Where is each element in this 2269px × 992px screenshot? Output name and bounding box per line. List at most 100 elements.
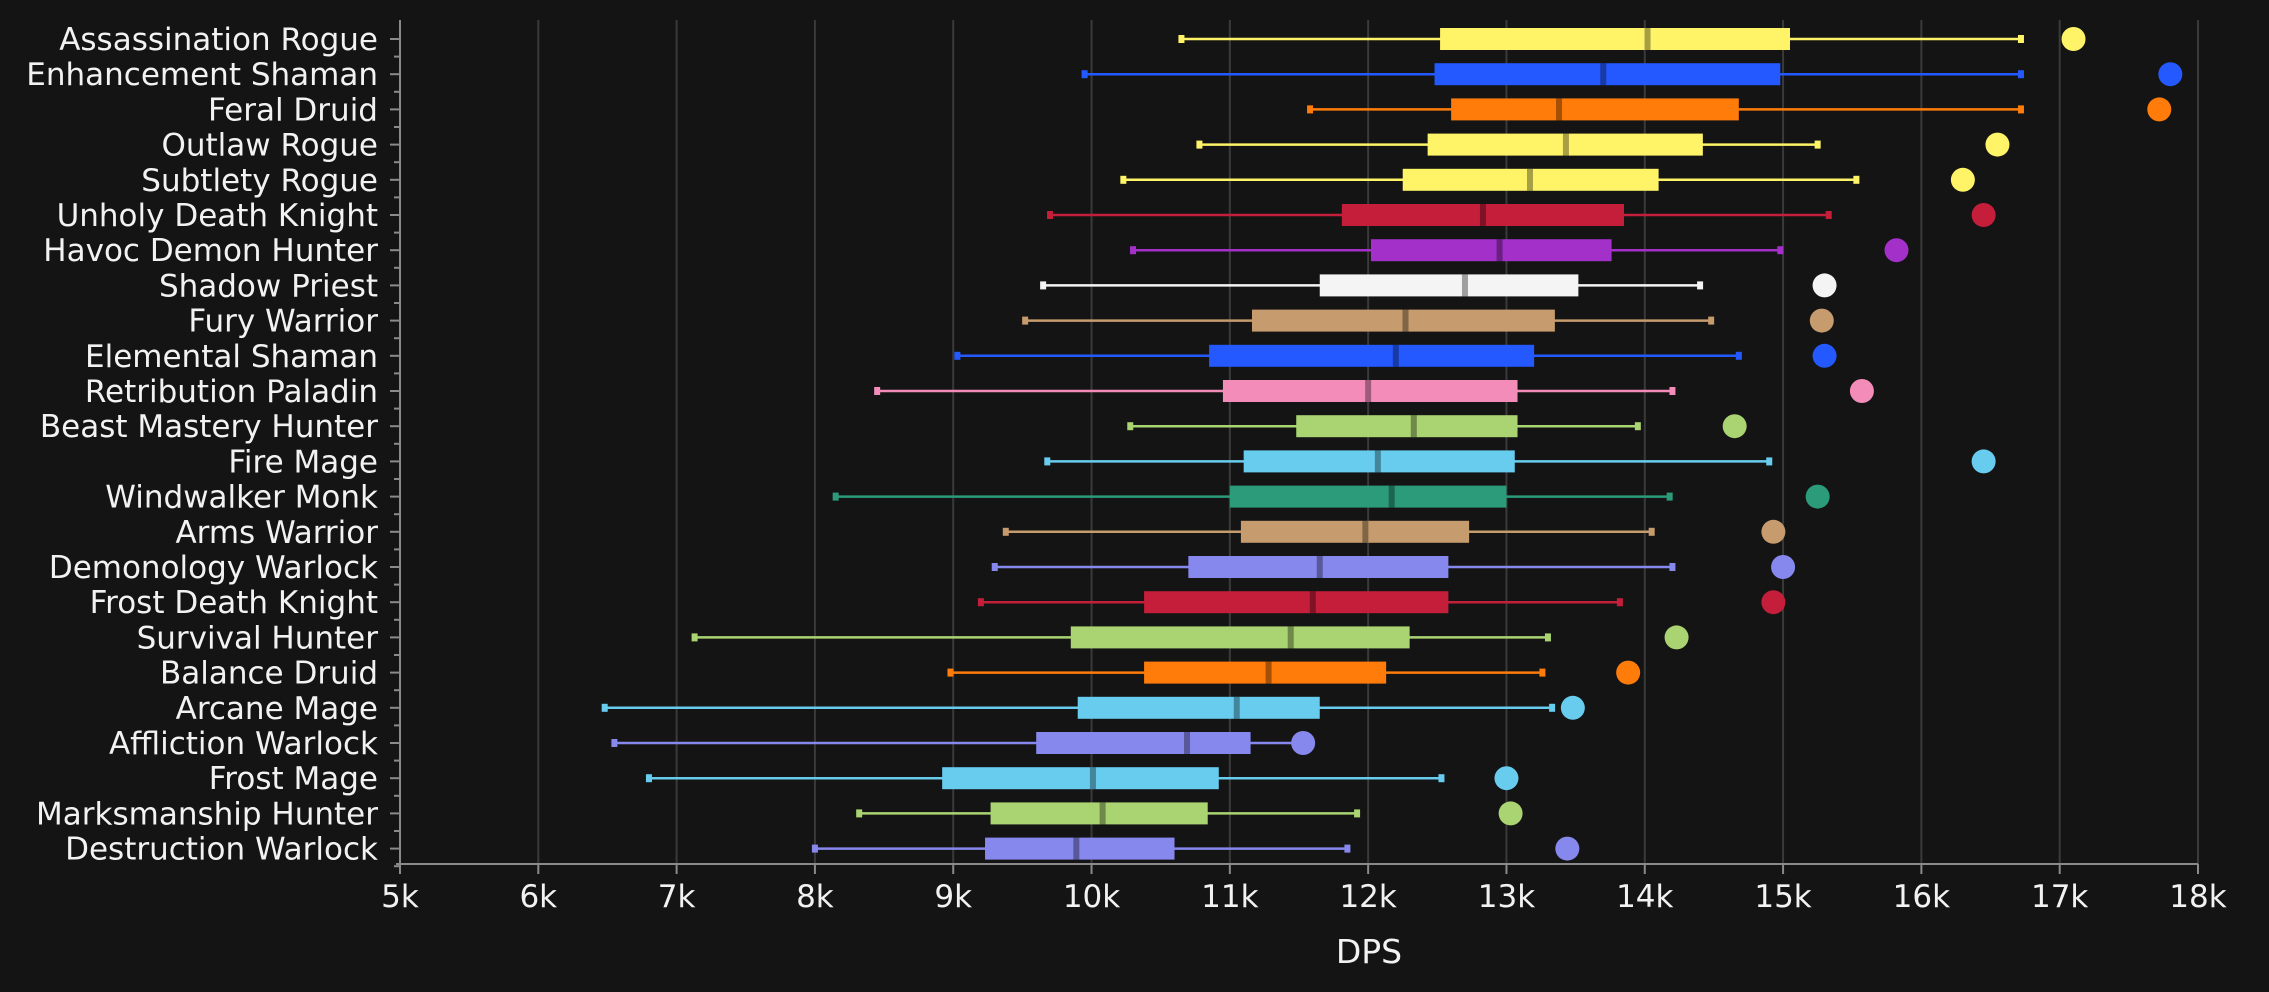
max-point-dot: [1971, 449, 1996, 474]
median-marker: [1461, 274, 1468, 297]
whisker-cap-max: [1669, 563, 1676, 571]
whisker-cap-max: [1344, 844, 1351, 853]
whisker-cap-min: [1047, 211, 1054, 219]
axis-layer: 5k 6k 7k 8k 9k 10k 11k 12k 13k 14k 15k 16k 17k 18k: [381, 20, 2227, 915]
whisker-cap-max: [1544, 633, 1551, 642]
category-label: Windwalker Monk: [105, 480, 378, 516]
median-marker: [1388, 485, 1395, 508]
whisker-cap-min: [1120, 175, 1127, 184]
iqr-box: [990, 802, 1208, 825]
max-point-dot: [1771, 555, 1796, 579]
max-point-dot: [1722, 414, 1747, 439]
median-marker: [1410, 415, 1417, 438]
max-point-dot: [1494, 766, 1519, 791]
iqr-box: [1440, 28, 1790, 50]
median-marker: [1600, 63, 1607, 86]
max-point-dot: [1950, 167, 1975, 192]
max-point-dot: [1809, 308, 1834, 333]
whisker-cap-min: [856, 809, 863, 818]
max-point-dot: [1616, 660, 1641, 685]
max-point-dot: [2061, 27, 2086, 51]
category-label: Destruction Warlock: [65, 832, 378, 868]
x-tick-label: 15k: [1754, 879, 1811, 915]
category-label: Survival Hunter: [137, 620, 379, 656]
whisker-cap-max: [1666, 492, 1673, 501]
max-point-dot: [1291, 731, 1316, 755]
median-marker: [1183, 732, 1190, 754]
iqr-box: [985, 837, 1175, 860]
whisker-cap-min: [691, 633, 698, 642]
x-tick-label: 8k: [796, 879, 834, 915]
max-point-dot: [1884, 238, 1909, 263]
iqr-box: [1451, 98, 1739, 121]
whisker-cap-max: [1825, 211, 1832, 219]
iqr-box: [1402, 168, 1659, 191]
whisker-cap-min: [645, 774, 652, 783]
max-point-dot: [2147, 97, 2172, 122]
category-label: Havoc Demon Hunter: [43, 233, 378, 269]
category-label: Subtlety Rogue: [141, 163, 378, 199]
whisker-cap-max: [1814, 140, 1821, 149]
iqr-box: [1427, 133, 1703, 156]
whisker-cap-max: [1777, 246, 1784, 255]
category-label: Frost Death Knight: [90, 585, 378, 621]
category-label: Unholy Death Knight: [57, 198, 378, 234]
median-marker: [1392, 344, 1399, 367]
iqr-box: [1077, 696, 1320, 719]
category-label: Outlaw Rogue: [161, 128, 378, 164]
x-tick-label: 5k: [381, 879, 419, 915]
category-label: Balance Druid: [160, 656, 378, 692]
x-tick-label: 18k: [2169, 879, 2226, 915]
median-marker: [1562, 133, 1569, 156]
iqr-box: [1296, 415, 1518, 438]
iqr-box: [1243, 450, 1515, 473]
whisker-cap-min: [1307, 105, 1314, 114]
max-point-dot: [1971, 203, 1996, 227]
category-label: Assassination Rogue: [59, 22, 378, 58]
grid-layer: [537, 20, 2199, 864]
category-label: Retribution Paladin: [85, 374, 378, 410]
category-label: Marksmanship Hunter: [36, 796, 378, 832]
median-marker: [1402, 309, 1409, 332]
median-marker: [1526, 168, 1533, 191]
x-tick-label: 11k: [1201, 879, 1258, 915]
whisker-cap-max: [1735, 351, 1742, 360]
category-label: Feral Druid: [208, 92, 378, 128]
x-tick-label: 7k: [658, 879, 696, 915]
whisker-cap-max: [1708, 316, 1715, 325]
whisker-cap-max: [1766, 457, 1773, 466]
whisker-cap-min: [1044, 457, 1051, 466]
whisker-cap-min: [947, 668, 954, 677]
median-marker: [1089, 767, 1096, 790]
category-label: Elemental Shaman: [85, 339, 378, 375]
whisker-cap-min: [874, 387, 881, 395]
category-label: Arms Warrior: [175, 515, 378, 551]
median-marker: [1479, 204, 1486, 226]
whisker-cap-min: [977, 598, 984, 607]
max-point-dot: [1812, 343, 1837, 368]
median-marker: [1073, 837, 1080, 860]
iqr-box: [942, 767, 1219, 790]
category-label: Fury Warrior: [188, 304, 378, 340]
whisker-cap-max: [2017, 105, 2024, 114]
median-marker: [1233, 696, 1240, 719]
whisker-cap-max: [1354, 809, 1361, 818]
iqr-box: [1188, 556, 1449, 578]
whisker-cap-max: [1634, 422, 1641, 431]
whisker-cap-min: [954, 351, 961, 360]
iqr-box: [1144, 591, 1449, 614]
max-point-dot: [1849, 379, 1874, 403]
max-point-dot: [2158, 62, 2183, 87]
median-marker: [1316, 556, 1323, 578]
category-label: Frost Mage: [209, 761, 378, 797]
iqr-box: [1144, 661, 1387, 684]
category-label: Enhancement Shaman: [26, 57, 378, 93]
median-marker: [1644, 28, 1651, 50]
whisker-cap-min: [1002, 527, 1009, 536]
whisker-cap-min: [1130, 246, 1137, 255]
category-label: Arcane Mage: [176, 691, 378, 727]
max-point-dot: [1664, 625, 1689, 650]
